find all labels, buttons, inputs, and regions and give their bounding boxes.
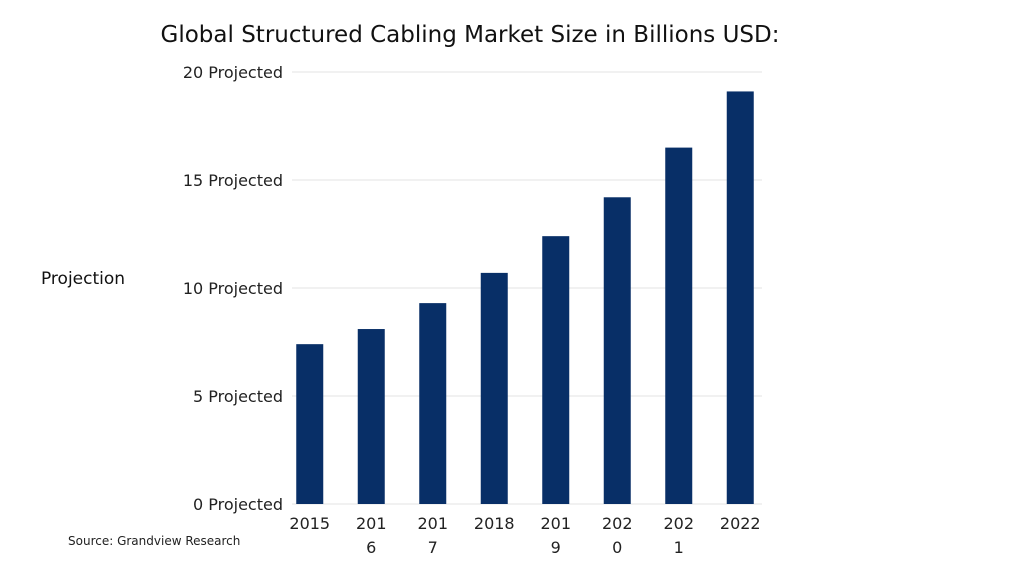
x-tick-label: 201 7 <box>417 514 448 557</box>
x-axis-tick-labels: 2015 201 6 201 7 2018 201 9 202 0 202 1 2022 <box>289 514 760 557</box>
bar <box>480 272 508 504</box>
y-tick-label: 5 Projected <box>193 387 283 406</box>
x-tick-label: 2018 <box>474 514 515 533</box>
bar <box>296 344 324 504</box>
bars <box>296 91 754 504</box>
bar <box>542 236 570 504</box>
x-tick-label: 202 1 <box>663 514 694 557</box>
bar <box>419 303 447 504</box>
y-tick-label: 15 Projected <box>183 171 283 190</box>
x-tick-label: 202 0 <box>602 514 633 557</box>
x-tick-label: 201 9 <box>540 514 571 557</box>
y-tick-label: 20 Projected <box>183 63 283 82</box>
y-axis-tick-labels: 0 Projected 5 Projected 10 Projected 15 Pro… <box>183 63 283 514</box>
y-tick-label: 0 Projected <box>193 495 283 514</box>
bar <box>665 147 693 504</box>
y-axis-label: Projection <box>41 269 125 289</box>
x-tick-label: 2022 <box>720 514 761 533</box>
bar <box>726 91 754 504</box>
x-tick-label: 201 6 <box>356 514 387 557</box>
x-tick-label: 2015 <box>289 514 330 533</box>
chart-title: Global Structured Cabling Market Size in… <box>161 22 780 48</box>
source-note: Source: Grandview Research <box>68 534 240 548</box>
y-tick-label: 10 Projected <box>183 279 283 298</box>
bar <box>603 197 631 504</box>
bar <box>357 329 385 504</box>
